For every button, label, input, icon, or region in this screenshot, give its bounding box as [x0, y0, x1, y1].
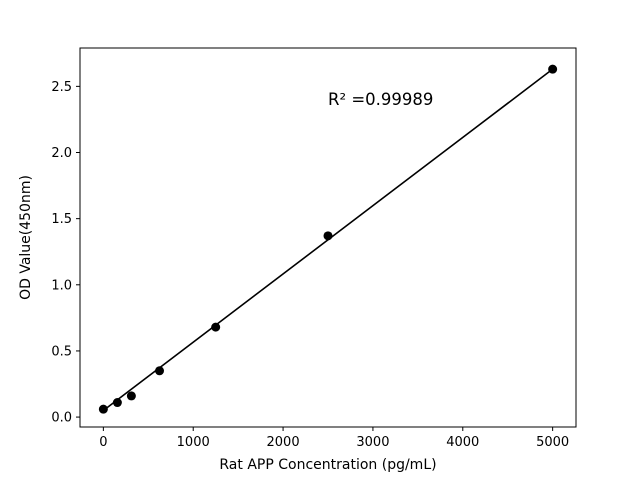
y-tick-label: 2.5 [51, 80, 72, 95]
x-tick-label: 1000 [177, 435, 210, 450]
x-tick-label: 4000 [446, 435, 479, 450]
data-point [548, 64, 558, 74]
data-point [98, 404, 108, 414]
data-point [155, 366, 165, 376]
x-tick-label: 0 [99, 435, 107, 450]
y-tick-label: 1.5 [51, 212, 72, 227]
x-axis-label: Rat APP Concentration (pg/mL) [219, 457, 436, 473]
x-tick-label: 2000 [267, 435, 300, 450]
y-tick-label: 2.0 [51, 146, 72, 161]
data-point [323, 231, 333, 241]
data-point [211, 322, 221, 332]
y-axis-label: OD Value(450nm) [18, 175, 34, 300]
r-squared-annotation: R² =0.99989 [328, 90, 433, 109]
axes-spines [79, 47, 577, 428]
y-tick-label: 0.5 [51, 344, 72, 359]
y-tick-label: 1.0 [51, 278, 72, 293]
data-point [112, 398, 122, 408]
y-tick-label: 0.0 [51, 411, 72, 426]
x-tick-label: 3000 [356, 435, 389, 450]
data-point [126, 391, 136, 401]
x-tick-label: 5000 [536, 435, 569, 450]
